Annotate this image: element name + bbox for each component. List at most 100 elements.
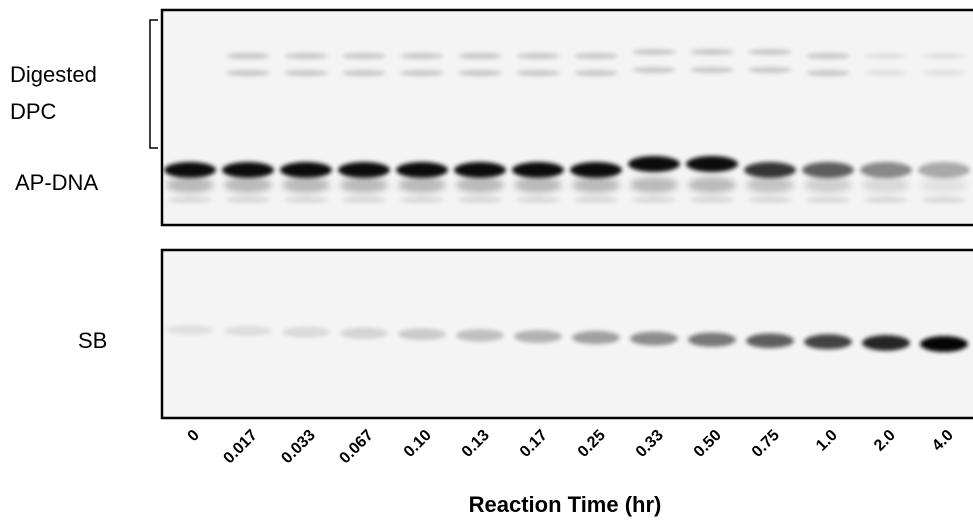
lane-label: 0.75: [749, 427, 783, 461]
dpc-band: [574, 53, 618, 59]
faint-band: [806, 197, 850, 203]
ap-dna-smear: [688, 177, 736, 193]
lane-label: 0.25: [575, 427, 609, 461]
lane-label: 0.067: [336, 427, 376, 467]
faint-band: [342, 197, 386, 203]
faint-band: [922, 197, 966, 203]
lane-label: 0.017: [220, 427, 260, 467]
dpc-band: [284, 53, 328, 59]
lane-label: 4.0: [929, 427, 957, 455]
dpc-band: [748, 67, 792, 73]
sb-band: [804, 334, 852, 350]
dpc-band: [922, 70, 966, 76]
faint-band: [516, 197, 560, 203]
lane-label: 0.33: [633, 427, 667, 461]
dpc-band: [516, 70, 560, 76]
ap-dna-smear: [862, 177, 910, 193]
dpc-band: [226, 53, 270, 59]
ap-dna-smear: [398, 177, 446, 193]
dpc-band: [632, 49, 676, 55]
ap-dna-band: [338, 162, 390, 178]
dpc-band: [400, 53, 444, 59]
digested-label: Digested: [10, 62, 97, 87]
ap-dna-band: [918, 162, 970, 178]
bands: [164, 49, 970, 352]
sb-band: [282, 326, 330, 338]
dpc-band: [864, 53, 908, 59]
dpc-band: [806, 53, 850, 59]
ap-dna-band: [164, 162, 216, 178]
dpc-band: [342, 53, 386, 59]
faint-band: [168, 197, 212, 203]
dpc-band: [516, 53, 560, 59]
ap-dna-smear: [630, 177, 678, 193]
faint-band: [458, 197, 502, 203]
ap-dna-smear: [746, 177, 794, 193]
sb-band: [456, 329, 504, 342]
sb-label: SB: [78, 328, 107, 353]
ap-dna-band: [396, 162, 448, 178]
ap-dna-smear: [804, 177, 852, 193]
lane-label: 1.0: [813, 427, 841, 455]
faint-band: [400, 197, 444, 203]
ap-dna-smear: [456, 177, 504, 193]
sb-band: [688, 332, 736, 347]
ap-dna-band: [512, 162, 564, 178]
sb-band: [514, 330, 562, 343]
lane-label: 0.50: [691, 427, 725, 461]
ap-dna-label: AP-DNA: [15, 170, 98, 195]
dpc-band: [400, 70, 444, 76]
dpc-band: [864, 70, 908, 76]
dpc-band: [284, 70, 328, 76]
faint-band: [690, 197, 734, 203]
ap-dna-smear: [166, 177, 214, 193]
bracket: [149, 19, 158, 149]
sb-band: [862, 335, 910, 351]
sb-band: [224, 325, 272, 337]
faint-band: [574, 197, 618, 203]
sb-band: [166, 325, 214, 335]
ap-dna-band: [454, 162, 506, 178]
top-gel-panel: [160, 8, 973, 227]
sb-band: [630, 331, 678, 346]
sb-band: [572, 330, 620, 345]
faint-band: [226, 197, 270, 203]
faint-band: [284, 197, 328, 203]
ap-dna-smear: [920, 177, 968, 193]
axis-title: Reaction Time (hr): [469, 492, 662, 517]
digested-label: DPC: [10, 99, 57, 124]
lane-label: 2.0: [871, 427, 899, 455]
dpc-band: [342, 70, 386, 76]
lane-label: 0.033: [278, 427, 318, 467]
faint-band: [864, 197, 908, 203]
ap-dna-band: [570, 162, 622, 178]
lane-label: 0.13: [459, 427, 493, 461]
sb-band: [398, 328, 446, 341]
ap-dna-band: [280, 162, 332, 178]
ap-dna-band: [802, 162, 854, 178]
dpc-band: [690, 67, 734, 73]
sb-band: [340, 327, 388, 339]
ap-dna-smear: [514, 177, 562, 193]
faint-band: [748, 197, 792, 203]
lane-label: 0: [185, 427, 203, 445]
dpc-band: [458, 53, 502, 59]
dpc-band: [632, 67, 676, 73]
dpc-band: [574, 70, 618, 76]
ap-dna-band: [628, 156, 680, 172]
ap-dna-smear: [572, 177, 620, 193]
lane-label: 0.10: [401, 427, 435, 461]
faint-band: [632, 197, 676, 203]
dpc-band: [226, 70, 270, 76]
ap-dna-smear: [224, 177, 272, 193]
sb-band: [920, 336, 968, 352]
dpc-band: [806, 70, 850, 76]
ap-dna-smear: [282, 177, 330, 193]
ap-dna-band: [686, 156, 738, 172]
dpc-band: [690, 49, 734, 55]
sb-band: [746, 333, 794, 349]
dpc-band: [458, 70, 502, 76]
dpc-band: [922, 53, 966, 59]
